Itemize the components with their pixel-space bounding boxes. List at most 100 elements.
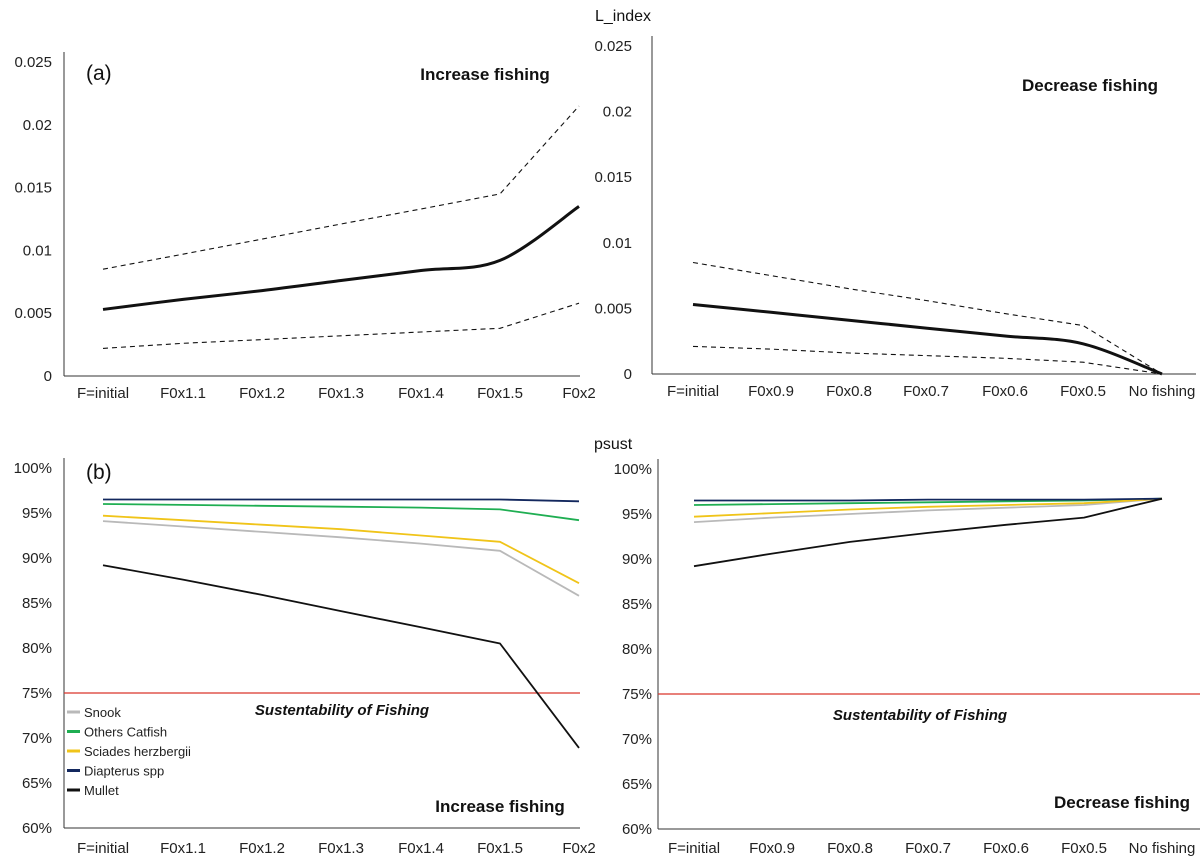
x-tick-label: No fishing: [1129, 383, 1196, 400]
x-tick-label: F0x0.9: [749, 840, 795, 857]
panel-label: (b): [86, 461, 112, 484]
y-tick-label: 100%: [614, 461, 652, 478]
x-tick-label: F=initial: [668, 840, 720, 857]
data-point: [693, 521, 695, 523]
data-point: [1005, 499, 1007, 501]
data-point: [1004, 335, 1006, 337]
y-tick-label: 60%: [22, 820, 52, 837]
series-line-solid-1: [102, 205, 580, 311]
x-tick-label: F0x1.3: [318, 840, 364, 857]
x-tick-label: F0x1.4: [398, 385, 444, 402]
panel-title: Decrease fishing: [1022, 76, 1158, 95]
y-tick-label: 0: [44, 368, 52, 385]
data-point: [1005, 524, 1007, 526]
data-point: [499, 193, 501, 195]
y-tick-label: 85%: [622, 596, 652, 613]
y-tick-label: 80%: [622, 641, 652, 658]
data-point: [1004, 357, 1006, 359]
y-tick-label: 0.005: [14, 305, 52, 322]
data-point: [1082, 343, 1084, 345]
x-tick-label: F0x1.1: [160, 385, 206, 402]
x-tick-label: F=initial: [77, 385, 129, 402]
data-point: [771, 553, 773, 555]
data-point: [102, 499, 104, 501]
data-point: [340, 499, 342, 501]
y-tick-label: 90%: [622, 551, 652, 568]
psust-axis-label: psust: [594, 436, 633, 453]
y-tick-label: 0.02: [603, 104, 632, 121]
x-tick-label: F0x0.5: [1061, 840, 1107, 857]
data-point: [578, 582, 580, 584]
data-point: [420, 331, 422, 333]
data-point: [261, 499, 263, 501]
data-point: [182, 519, 184, 521]
y-tick-label: 0.025: [14, 54, 52, 71]
data-point: [420, 535, 422, 537]
x-tick-label: F0x1.5: [477, 840, 523, 857]
data-point: [1083, 499, 1085, 501]
data-point: [102, 347, 104, 349]
y-tick-label: 0.025: [594, 38, 632, 55]
data-point: [578, 105, 580, 107]
data-point: [1082, 325, 1084, 327]
x-tick-label: F0x1.1: [160, 840, 206, 857]
data-point: [693, 500, 695, 502]
x-tick-label: F=initial: [77, 840, 129, 857]
data-point: [499, 259, 501, 261]
l-index-axis-label: L_index: [595, 8, 651, 25]
data-point: [420, 208, 422, 210]
series-line-series-0: [693, 497, 1163, 523]
y-tick-label: 95%: [22, 505, 52, 522]
chart-panel-a-increase: 0 0.005 0.01 0.015 0.02 0.025 F=initial F0x1.1 F…: [14, 52, 596, 402]
data-point: [848, 352, 850, 354]
data-point: [849, 502, 851, 504]
data-point: [848, 319, 850, 321]
data-point: [340, 335, 342, 337]
chart-panel-b-increase: 60% 65% 70% 75% 80% 85% 90% 95% 100% F=initial F0x…: [14, 458, 596, 857]
chart-panel-a-decrease: 0 0.005 0.01 0.015 0.02 0.025 F=initial F0x0.9 F…: [594, 36, 1196, 400]
y-tick-label: 90%: [22, 550, 52, 567]
series-line-series-4: [693, 497, 1163, 568]
data-point: [927, 506, 929, 508]
data-point: [499, 508, 501, 510]
data-point: [771, 512, 773, 514]
data-point: [182, 499, 184, 501]
x-tick-label: F0x0.9: [748, 383, 794, 400]
data-point: [182, 504, 184, 506]
y-tick-label: 100%: [14, 460, 52, 477]
data-point: [1161, 373, 1163, 375]
data-point: [261, 531, 263, 533]
data-point: [340, 536, 342, 538]
series-line-series-2: [693, 497, 1163, 518]
data-point: [849, 509, 851, 511]
data-point: [499, 643, 501, 645]
series-line-dashed-2: [102, 302, 580, 349]
y-tick-label: 80%: [22, 640, 52, 657]
data-point: [340, 223, 342, 225]
legend-entry: Snook: [84, 705, 121, 720]
series-line-snook: [102, 520, 580, 597]
data-point: [1161, 498, 1163, 500]
data-point: [182, 579, 184, 581]
data-point: [420, 543, 422, 545]
x-tick-label: F0x1.2: [239, 385, 285, 402]
data-point: [849, 500, 851, 502]
series-line-dashed-2: [692, 345, 1163, 375]
data-point: [102, 520, 104, 522]
data-point: [693, 516, 695, 518]
series-line-mullet: [102, 564, 580, 749]
data-point: [578, 500, 580, 502]
x-tick-label: F0x0.7: [905, 840, 951, 857]
series-line-dashed-0: [692, 261, 1163, 375]
data-point: [578, 595, 580, 597]
legend: Snook Others Catfish Sciades herzbergii Dia…: [67, 705, 191, 798]
data-point: [693, 565, 695, 567]
data-point: [692, 345, 694, 347]
data-point: [925, 327, 927, 329]
series-line-solid-1: [692, 302, 1163, 376]
y-tick-label: 0.01: [23, 242, 52, 259]
data-point: [1005, 507, 1007, 509]
x-tick-label: F0x0.8: [827, 840, 873, 857]
data-point: [1005, 504, 1007, 506]
